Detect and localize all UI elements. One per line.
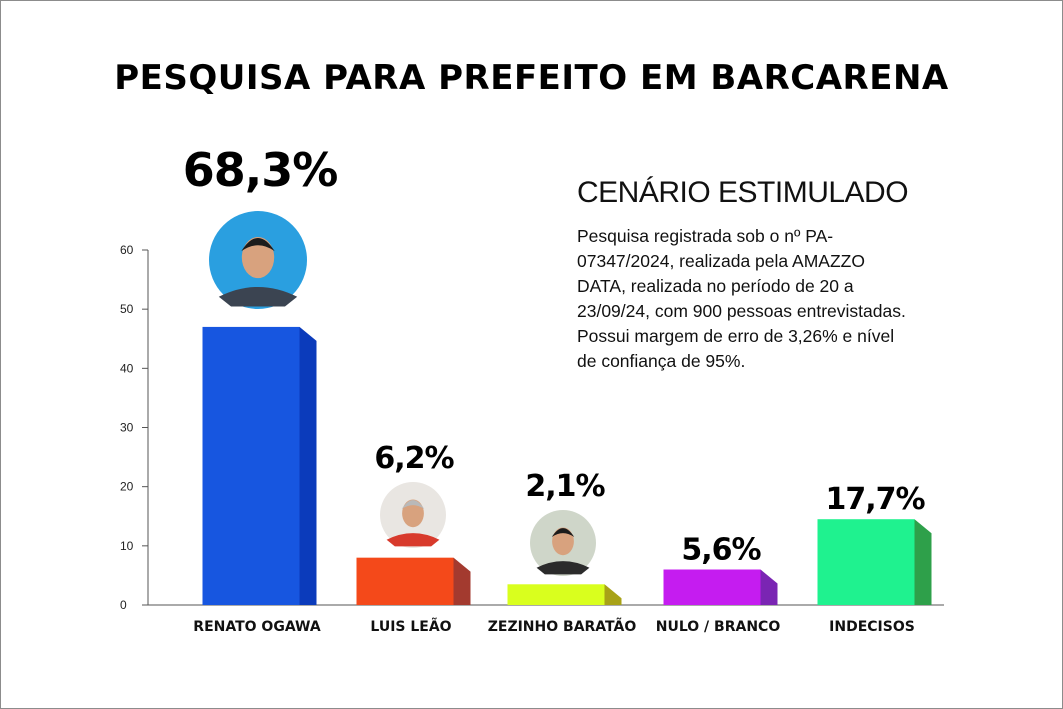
category-label: ZEZINHO BARATÃO (488, 618, 637, 635)
chart-title: PESQUISA PARA PREFEITO EM BARCARENA (114, 58, 949, 98)
candidate-shoulders (536, 561, 590, 575)
percent-label: 17,7% (825, 482, 925, 517)
category-label: NULO / BRANCO (656, 619, 781, 635)
candidate-face (241, 236, 275, 279)
bar (507, 584, 605, 605)
bar (356, 557, 454, 605)
y-tick-label: 40 (120, 361, 134, 375)
bar-side (299, 326, 317, 605)
bar-side (453, 557, 471, 605)
scenario-heading: CENÁRIO ESTIMULADO (577, 176, 909, 209)
y-tick-label: 10 (120, 539, 134, 553)
category-label: RENATO OGAWA (193, 619, 321, 635)
candidate-hair (401, 500, 425, 510)
candidate-face (552, 527, 574, 556)
candidate-face (402, 499, 424, 528)
y-tick-label: 50 (120, 302, 134, 316)
category-label: LUIS LEÃO (370, 618, 451, 635)
candidate-hair (551, 528, 575, 538)
bar (202, 326, 300, 605)
bar (663, 569, 761, 605)
y-tick-label: 30 (120, 421, 134, 435)
bar-side (914, 519, 932, 605)
bar (817, 519, 915, 605)
y-tick-label: 20 (120, 480, 134, 494)
percent-label: 5,6% (681, 533, 761, 568)
y-tick-label: 0 (120, 598, 127, 612)
bar-side (604, 584, 622, 605)
candidate-hair (241, 237, 275, 252)
candidate-shoulders (218, 286, 298, 307)
percent-label: 6,2% (374, 441, 454, 476)
category-label: INDECISOS (829, 619, 915, 635)
bar-side (760, 569, 778, 605)
percent-label: 68,3% (183, 143, 338, 197)
percent-label: 2,1% (525, 469, 605, 504)
survey-note: Pesquisa registrada sob o nº PA-07347/20… (577, 226, 906, 371)
candidate-shoulders (386, 533, 440, 547)
y-tick-label: 60 (120, 243, 134, 257)
